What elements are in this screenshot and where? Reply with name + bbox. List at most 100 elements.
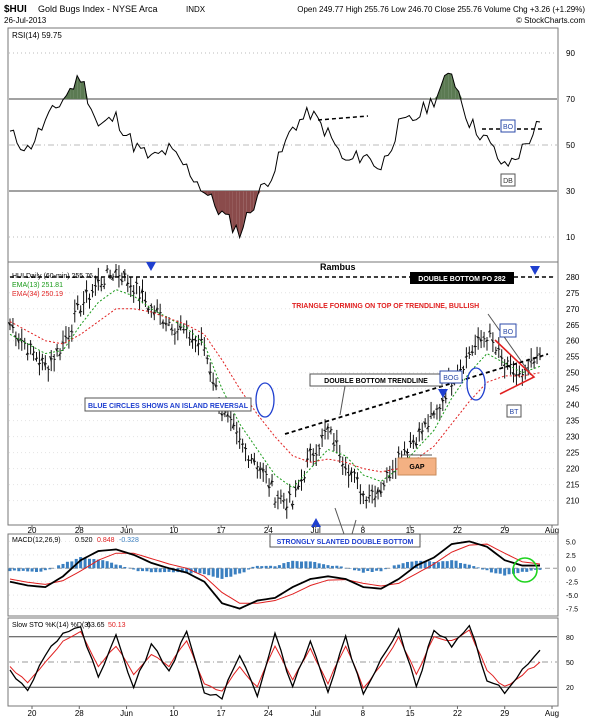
price-bar-open [43,361,46,367]
price-bar-open [517,373,520,377]
rsi-overbought-fill [73,75,78,99]
island-circle-left [255,382,275,418]
price-bar-open [8,321,11,326]
price-xaxis: 20 28 Jun 10 17 24 Jul 8 15 22 29 Aug [28,525,559,535]
price-bar-open [243,446,246,450]
island-circle-right [466,367,486,401]
price-bar-open [529,360,532,363]
price-bar-open [225,413,229,417]
price-bar-open [70,330,73,333]
macd-value-1: 0.520 [75,537,93,544]
price-tick-label: 235 [566,417,580,426]
x-tick-label: 28 [75,709,84,718]
price-bar-open [308,447,311,452]
price-bar-open [499,355,503,359]
price-bar-open [231,422,235,429]
price-bar-open [387,475,391,479]
price-tick-label: 275 [566,289,580,298]
price-bar-open [258,466,261,472]
rsi-oversold-fill [246,191,251,213]
price-bar-open [67,337,70,340]
x-tick-label: Jun [120,526,133,535]
sto-tick-label: 20 [566,685,574,692]
price-bar-open [105,269,108,272]
bt-label: BT [510,409,520,416]
price-tick-label: 225 [566,449,580,458]
sto-tick-label: 50 [566,660,574,667]
x-tick-label: Aug [545,526,559,535]
price-bar-open [229,416,232,419]
price-bar-open [520,375,523,378]
ema34-line [9,308,541,473]
macd-tick-label: 0.0 [566,566,576,573]
price-tick-label: 270 [566,305,580,314]
x-tick-label: 10 [169,526,178,535]
price-bar-open [223,412,226,416]
dbpo-box [410,272,514,284]
price-bar-open [334,440,338,444]
x-tick-label: 8 [361,526,366,535]
x-tick-label: 17 [217,709,226,718]
blue-circles-box [84,397,252,412]
ssdb-label: STRONGLY SLANTED DOUBLE BOTTOM [277,539,414,546]
macd-line [9,540,540,610]
sto-value-1: 63.65 [87,622,105,629]
rsi-tick-label: 10 [566,233,575,242]
price-ticks: 280 275 270 265 260 255 250 245 240 235 230 225 220 2… [566,273,580,506]
price-bar-open [249,459,252,462]
price-bar-open [255,467,258,470]
price-bar-open [479,338,482,343]
price-bar-open [396,451,399,454]
price-bar-open [290,503,294,508]
price-bar-open [326,425,329,430]
price-bar-open [417,427,420,433]
price-bar-open [193,337,196,341]
price-bar-open [220,412,223,416]
price-bar-open [331,442,335,445]
ssdb-pointer-b [351,519,357,535]
price-bar-open [131,290,134,293]
rsi-overbought-fill [444,73,449,99]
price-bar-open [423,421,426,426]
macd-tick-label: -5.0 [566,593,578,600]
top-arrow [146,262,156,271]
price-bar-open [367,496,370,500]
price-tick-label: 250 [566,369,580,378]
price-tick-label: 280 [566,273,580,282]
rsi-oversold-fill [239,191,244,238]
price-bar-open [281,499,285,503]
rsi-oversold-fill [222,191,226,215]
price-bar-open [64,335,67,338]
rsi-overbought-fill [426,98,431,99]
price-bar-open [461,366,464,369]
gap-label: GAP [409,464,425,471]
price-bar-open [16,338,20,344]
x-tick-label: 24 [264,709,273,718]
x-tick-label: 22 [453,709,462,718]
price-legend-ema34: EMA(34) 250.19 [12,291,63,298]
rsi-oversold-fill [225,191,230,215]
price-bar-open [128,285,132,288]
po-arrow [530,266,540,275]
price-bars [8,263,542,519]
bo-label: BO [503,329,514,336]
rsi-grid [9,52,557,238]
price-bar-open [40,357,43,361]
price-bar-open [420,430,423,435]
bo-box [499,323,517,338]
price-bar-open [502,364,506,367]
macd-tick-label: -2.5 [566,580,578,587]
price-bar-open [379,489,382,495]
price-bar-open [58,353,61,357]
price-panel: Rambus HUI Daily (60-min) 255.76 EMA(13)… [7,261,580,535]
price-tick-label: 260 [566,337,580,346]
price-bar-open [497,347,500,350]
dbt-label: DOUBLE BOTTOM TRENDLINE [324,378,428,385]
price-bar-open [538,353,541,356]
rsi-tick-label: 70 [566,95,575,104]
price-bar-open [505,362,508,365]
price-tick-label: 265 [566,321,580,330]
price-bar-open [482,336,485,338]
index-badge: INDX [186,5,206,14]
